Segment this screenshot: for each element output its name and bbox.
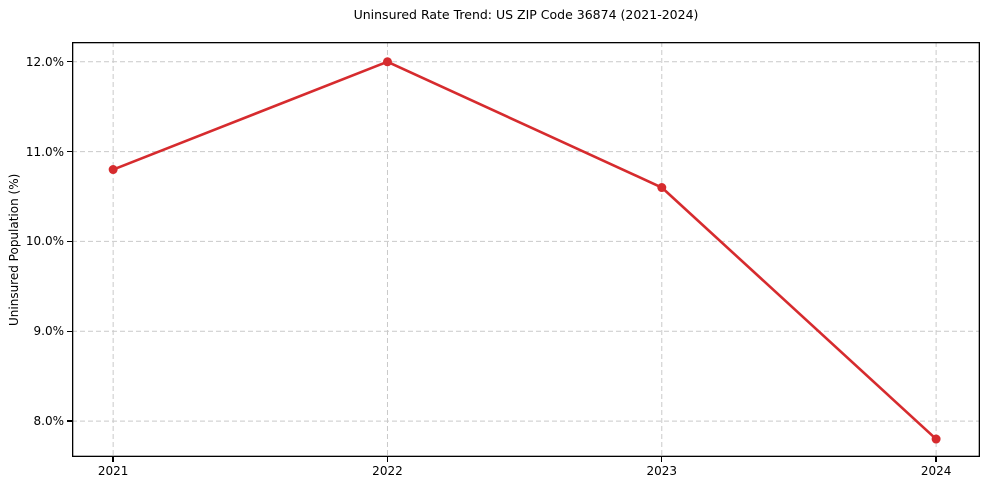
plot-frame <box>72 42 980 457</box>
plot-area <box>72 42 980 457</box>
x-tick-label: 2023 <box>646 464 678 478</box>
chart-title: Uninsured Rate Trend: US ZIP Code 36874 … <box>353 7 699 22</box>
y-tick-mark <box>67 330 72 332</box>
y-tick-mark <box>67 240 72 243</box>
data-point-marker <box>931 434 941 444</box>
y-tick-label: 10.0% <box>25 234 64 249</box>
x-tick-mark <box>386 457 389 462</box>
data-point-marker <box>382 57 392 67</box>
trend-line-svg <box>72 42 980 457</box>
trend-line <box>111 60 938 441</box>
y-tick-label: 8.0% <box>33 414 65 429</box>
x-tick-label: 2022 <box>372 464 403 478</box>
x-tick-label: 2024 <box>920 464 952 478</box>
x-tick-label: 2021 <box>97 464 129 478</box>
x-tick-mark <box>661 457 663 462</box>
y-tick-label: 11.0% <box>25 144 64 159</box>
data-point-marker <box>108 165 118 175</box>
y-tick-mark <box>67 150 72 153</box>
x-tick-mark <box>935 457 937 462</box>
y-tick-mark <box>67 61 72 63</box>
y-tick-mark <box>67 420 72 422</box>
y-tick-label: 9.0% <box>33 324 65 339</box>
y-tick-label: 12.0% <box>25 54 64 69</box>
data-point-marker <box>657 183 667 193</box>
y-axis-label: Uninsured Population (%) <box>7 173 21 326</box>
x-tick-mark <box>112 457 114 462</box>
